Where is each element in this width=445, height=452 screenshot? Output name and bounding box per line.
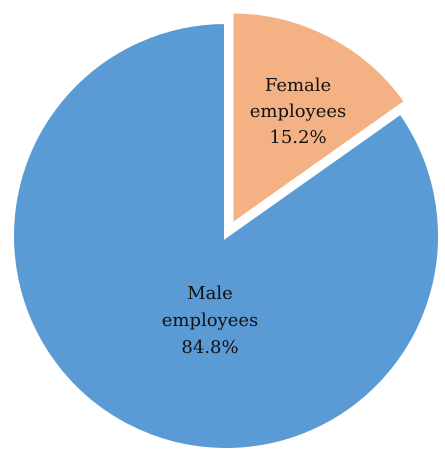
pie-slice-male [10,19,442,452]
pie-slice-female [229,9,410,230]
slice-label-female: Female employees 15.2% [250,75,347,148]
male-value-label: 84.8% [181,337,238,358]
male-label-line-2: employees [162,310,259,331]
slice-label-male: Male employees 84.8% [162,283,259,358]
female-label-line-2: employees [250,101,347,122]
female-value-label: 15.2% [269,127,326,148]
female-label-line-1: Female [265,75,331,96]
male-label-line-1: Male [187,283,233,304]
pie-slices [10,9,442,452]
